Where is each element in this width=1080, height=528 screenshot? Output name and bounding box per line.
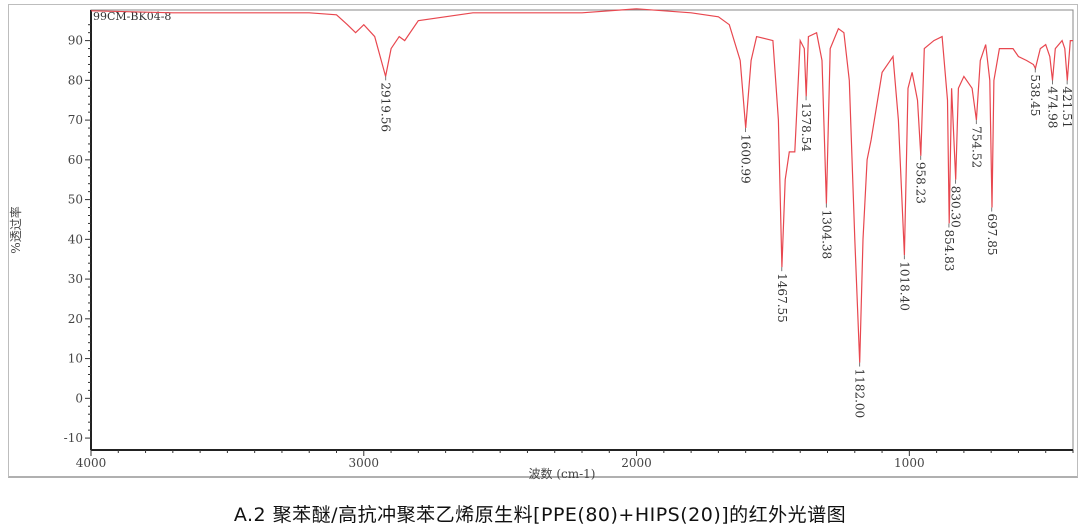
- y-tick-label: 20: [68, 312, 83, 326]
- y-tick-label: 40: [68, 232, 83, 246]
- peak-label: 1018.40: [897, 261, 911, 311]
- peak-label: 1182.00: [853, 369, 867, 419]
- x-tick-label: 3000: [349, 456, 380, 470]
- spectrum-line: [90, 8, 1073, 363]
- y-tick-label: 30: [68, 272, 83, 286]
- y-tick-label: 90: [68, 34, 83, 48]
- y-axis-label: %透过率: [8, 206, 23, 253]
- y-tick-label: 80: [68, 73, 83, 87]
- figure-caption: A.2 聚苯醚/高抗冲聚苯乙烯原生料[PPE(80)+HIPS(20)]的红外光…: [233, 504, 847, 526]
- y-tick-label: 0: [75, 391, 83, 405]
- peak-label: 830.30: [949, 186, 963, 228]
- peak-label: 2919.56: [379, 82, 393, 132]
- chart-frame: [8, 4, 1078, 478]
- y-tick-label: 60: [68, 153, 83, 167]
- y-tick-label: 70: [68, 113, 83, 127]
- peak-label: 474.98: [1046, 86, 1060, 128]
- y-tick-label: 10: [68, 352, 83, 366]
- x-tick-label: 1000: [894, 456, 925, 470]
- peak-label: 697.85: [985, 214, 999, 256]
- peak-label: 538.45: [1028, 74, 1042, 116]
- x-tick-label: 4000: [76, 456, 107, 470]
- peak-label: 421.51: [1060, 86, 1074, 128]
- peak-label: 1600.99: [738, 134, 752, 184]
- peak-label: 1304.38: [819, 210, 833, 260]
- peak-label: 958.23: [914, 162, 928, 204]
- peak-label: 1467.55: [775, 273, 789, 323]
- peak-label: 1378.54: [799, 102, 813, 152]
- ir-spectrum-chart: -10 0 10 20 30 40 50 60 70 80 90 4000 3000 2000 1000 波数…: [8, 8, 1074, 481]
- plot-area: [90, 9, 1074, 451]
- y-tick-label: 50: [68, 193, 83, 207]
- y-tick-label: -10: [64, 431, 83, 445]
- x-tick-label: 2000: [621, 456, 652, 470]
- x-axis-label: 波数 (cm-1): [529, 466, 596, 481]
- peak-label: 754.52: [969, 126, 983, 168]
- peak-label: 854.83: [942, 229, 956, 271]
- sample-id: 99CM-BK04-8: [93, 10, 171, 23]
